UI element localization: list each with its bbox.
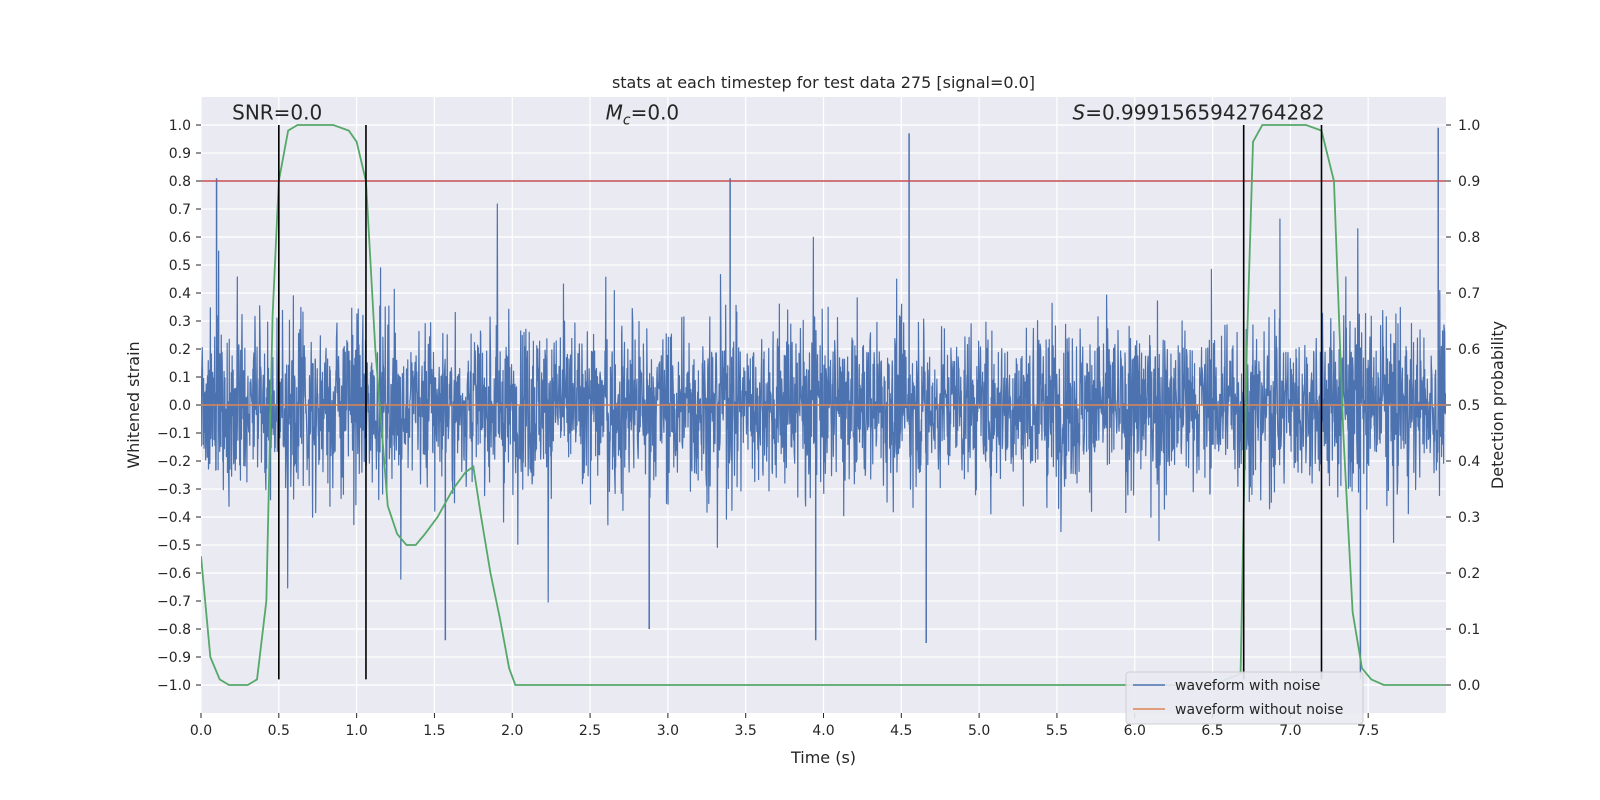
- x-tick-label: 1.5: [423, 723, 445, 739]
- y2-tick-label: 0.1: [1458, 622, 1480, 638]
- chart-title: stats at each timestep for test data 275…: [612, 73, 1035, 92]
- y-tick-label: 1.0: [169, 118, 191, 134]
- x-axis-ticks: 0.0 0.5 1.0 1.5 2.0 2.5 3.0 3.5 4.0 4.5 5.0 5.5 6.0 6…: [190, 713, 1379, 739]
- x-tick-label: 2.5: [579, 723, 601, 739]
- x-axis-label: Time (s): [790, 748, 856, 767]
- y2-tick-label: 0.3: [1458, 510, 1480, 526]
- y2-axis-label: Detection probability: [1488, 321, 1507, 489]
- x-tick-label: 1.0: [345, 723, 367, 739]
- legend: waveform with noise waveform without noi…: [1125, 671, 1364, 725]
- x-tick-label: 0.5: [268, 723, 290, 739]
- x-tick-label: 7.0: [1279, 723, 1301, 739]
- y-tick-label: 0.6: [169, 230, 191, 246]
- x-tick-label: 3.0: [657, 723, 679, 739]
- y2-tick-label: 0.4: [1458, 454, 1480, 470]
- y-tick-label: 0.2: [169, 342, 191, 358]
- y2-tick-label: 0.0: [1458, 678, 1480, 694]
- y-tick-label: 0.7: [169, 202, 191, 218]
- y-tick-label: −1.0: [157, 678, 191, 694]
- x-tick-label: 7.5: [1357, 723, 1379, 739]
- y-tick-label: −0.8: [157, 622, 191, 638]
- y-tick-label: 0.8: [169, 174, 191, 190]
- y2-tick-label: 0.5: [1458, 398, 1480, 414]
- y-tick-label: −0.4: [157, 510, 191, 526]
- y-tick-label: −0.2: [157, 454, 191, 470]
- y2-tick-label: 1.0: [1458, 118, 1480, 134]
- y-axis-ticks: −1.0 −0.9 −0.8 −0.7 −0.6 −0.5 −0.4 −0.3 −0.2 −0.1…: [157, 118, 201, 694]
- y-tick-label: 0.5: [169, 258, 191, 274]
- y-tick-label: 0.1: [169, 370, 191, 386]
- series-detection-probability: [201, 124, 1446, 686]
- y-tick-label: 0.9: [169, 146, 191, 162]
- x-tick-label: 3.5: [735, 723, 757, 739]
- y2-tick-label: 0.9: [1458, 174, 1480, 190]
- annotation-text: SNR=0.0: [232, 100, 322, 124]
- x-tick-label: 2.0: [501, 723, 523, 739]
- y-tick-label: −0.5: [157, 538, 191, 554]
- y-tick-label: −0.1: [157, 426, 191, 442]
- annotations: SNR=0.0 Mc=0.0 S=0.9991565942764282: [232, 100, 1325, 128]
- y2-tick-label: 0.8: [1458, 230, 1480, 246]
- y-tick-label: −0.3: [157, 482, 191, 498]
- annotation-text: S=0.9991565942764282: [1073, 100, 1325, 124]
- x-tick-label: 6.5: [1201, 723, 1223, 739]
- x-tick-label: 4.5: [890, 723, 912, 739]
- series-waveform-with-noise: [201, 203, 1446, 603]
- y-axis-label: Whitened strain: [124, 341, 143, 468]
- y-tick-label: 0.3: [169, 314, 191, 330]
- y2-axis-ticks: 0.0 0.1 0.2 0.3 0.4 0.5 0.6 0.7 0.8 0.9 1.0: [1446, 118, 1480, 694]
- y2-tick-label: 0.6: [1458, 342, 1480, 358]
- x-tick-label: 6.0: [1124, 723, 1146, 739]
- x-tick-label: 0.0: [190, 723, 212, 739]
- annotation-text: Mc=0.0: [606, 100, 680, 128]
- y-tick-label: −0.6: [157, 566, 191, 582]
- x-tick-label: 5.0: [968, 723, 990, 739]
- y-tick-label: 0.4: [169, 286, 191, 302]
- y-tick-label: −0.7: [157, 594, 191, 610]
- x-tick-label: 5.5: [1046, 723, 1068, 739]
- legend-label-noise: waveform with noise: [1175, 678, 1320, 694]
- y2-tick-label: 0.7: [1458, 286, 1480, 302]
- y-tick-label: 0.0: [169, 398, 191, 414]
- y2-tick-label: 0.2: [1458, 566, 1480, 582]
- x-tick-label: 4.0: [812, 723, 834, 739]
- series-layer: [201, 124, 1446, 686]
- legend-box: [1125, 671, 1364, 725]
- y-tick-label: −0.9: [157, 650, 191, 666]
- legend-label-clean: waveform without noise: [1175, 702, 1343, 718]
